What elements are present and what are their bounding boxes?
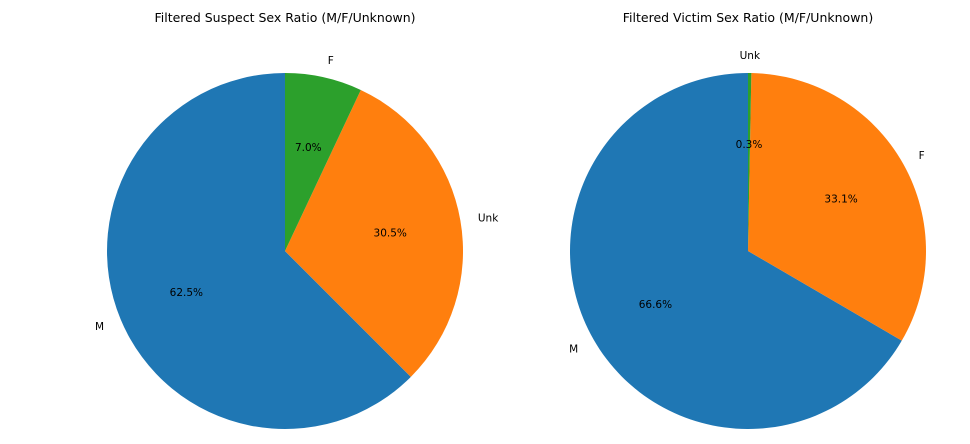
suspect-slice-label-m: M [95, 321, 104, 333]
suspect-slice-unk [285, 89, 464, 377]
victim-slice-pct-unk: 0.3% [736, 139, 763, 151]
suspect-slice-label-f: F [328, 55, 334, 67]
suspect-slice-pct-f: 7.0% [295, 142, 322, 154]
suspect-chart-title: Filtered Suspect Sex Ratio (M/F/Unknown) [154, 10, 415, 25]
suspect-slice-f [285, 73, 361, 251]
victim-slice-pct-f: 33.1% [824, 194, 857, 206]
victim-pie-chart: Filtered Victim Sex Ratio (M/F/Unknown) … [569, 10, 926, 429]
victim-slice-label-m: M [569, 344, 578, 356]
victim-slice-label-f: F [919, 150, 925, 162]
suspect-slice-label-unk: Unk [478, 212, 499, 224]
victim-slice-pct-m: 66.6% [639, 299, 672, 311]
suspect-slice-pct-m: 62.5% [170, 287, 203, 299]
suspect-slice-pct-unk: 30.5% [374, 228, 407, 240]
victim-slice-f [748, 73, 926, 341]
victim-chart-title: Filtered Victim Sex Ratio (M/F/Unknown) [623, 10, 873, 25]
suspect-slice-m [107, 73, 411, 429]
victim-slice-label-unk: Unk [740, 50, 761, 62]
victim-slice-m [569, 73, 902, 429]
victim-slice-unk [748, 72, 752, 252]
suspect-pie-chart: Filtered Suspect Sex Ratio (M/F/Unknown)… [95, 10, 499, 429]
